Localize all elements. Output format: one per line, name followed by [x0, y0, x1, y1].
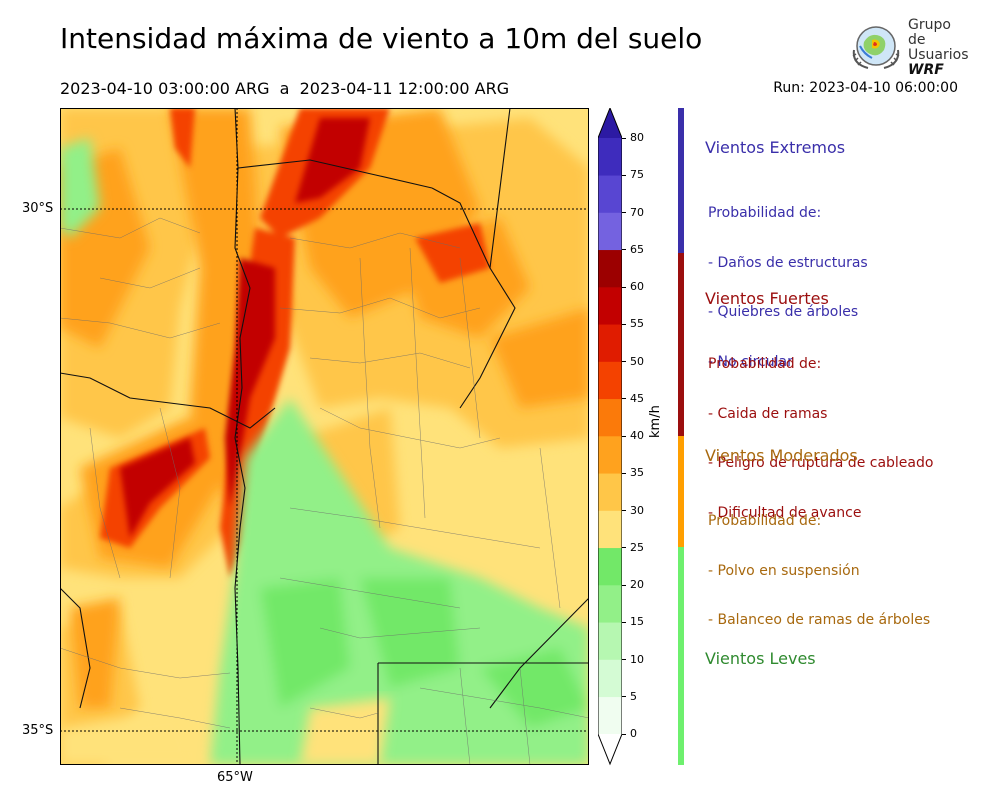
colorbar-segment — [598, 473, 622, 511]
category-line: - Polvo en suspensión — [708, 562, 860, 579]
colorbar-tick-mark — [622, 286, 626, 288]
category-lines-fuertes: Probabilidad de: - Caida de ramas - Peli… — [708, 323, 933, 538]
colorbar-tick-mark — [622, 323, 626, 325]
colorbar-tick-mark — [622, 696, 626, 698]
category-strip-fuertes — [678, 253, 684, 436]
category-lines-extremos: Probabilidad de: - Daños de estructuras … — [708, 172, 868, 387]
colorbar-tick-mark — [622, 510, 626, 511]
colorbar-segment — [598, 547, 622, 586]
category-line: Probabilidad de: — [708, 513, 822, 529]
category-strip-moderados — [678, 436, 684, 547]
colorbar-segment — [598, 324, 622, 362]
department-borders — [60, 217, 589, 765]
colorbar-tick-mark — [622, 621, 626, 623]
colorbar-tick-label: 5 — [630, 689, 637, 703]
colorbar-tick-label: 0 — [630, 727, 637, 740]
category-line: Probabilidad de: — [708, 356, 822, 372]
colorbar-tick-label: 80 — [630, 131, 644, 144]
colorbar-tick-mark — [622, 212, 626, 213]
category-strip-extremos — [678, 108, 684, 253]
colorbar-tick-label: 35 — [630, 466, 644, 480]
category-title-leves: Vientos Leves — [705, 649, 816, 668]
grupo-usuarios-wrf-logo: Grupo de Usuarios WRF — [850, 18, 970, 78]
colorbar-segment — [598, 249, 622, 288]
logo-line-1: Grupo de — [908, 17, 951, 48]
category-line: - Quiebres de árboles — [708, 304, 859, 320]
category-line: - Dificultad de avance — [708, 504, 862, 521]
colorbar-tick-label: 45 — [630, 391, 644, 405]
colorbar-segments — [598, 108, 622, 766]
logo-text: Grupo de Usuarios WRF — [908, 18, 970, 78]
graticule — [60, 108, 589, 765]
logo-line-2: Usuarios — [908, 47, 969, 63]
category-line: Probabilidad de: — [708, 205, 822, 221]
map-title: Intensidad máxima de viento a 10m del su… — [60, 22, 703, 55]
colorbar-tick-mark — [622, 659, 626, 660]
colorbar-tick-label: 40 — [630, 429, 644, 442]
colorbar-tick-mark — [622, 174, 626, 176]
colorbar-segment — [598, 622, 622, 660]
colorbar-tick-label: 25 — [630, 540, 644, 554]
category-title-fuertes: Vientos Fuertes — [705, 289, 829, 308]
lat-label-30s: 30°S — [22, 201, 54, 216]
colorbar-tick-mark — [622, 249, 626, 251]
category-line: - Peligro de ruptura de cableado — [708, 455, 934, 471]
colorbar-segment — [598, 361, 622, 400]
wrf-globe-logo-icon — [852, 26, 900, 69]
category-strip-leves — [678, 547, 684, 765]
wind-intensity-map — [60, 108, 589, 765]
colorbar-segment — [598, 398, 622, 437]
colorbar-tick-mark — [622, 733, 626, 735]
colorbar-tick-mark — [622, 398, 626, 400]
category-title-moderados: Vientos Moderados — [705, 446, 858, 465]
colorbar-tick-label: 70 — [630, 205, 644, 219]
category-line: - No circular — [708, 353, 793, 370]
model-run-time: Run: 2023-04-10 06:00:00 — [773, 80, 958, 96]
colorbar-tick-label: 20 — [630, 578, 644, 591]
category-line: - Balanceo de ramas de árboles — [708, 612, 931, 628]
colorbar-tick-mark — [622, 472, 626, 474]
colorbar-tick-label: 55 — [630, 317, 644, 331]
colorbar-tick-label: 10 — [630, 652, 644, 666]
colorbar-tick-mark — [622, 361, 626, 362]
colorbar-tick-label: 50 — [630, 354, 644, 368]
colorbar-tick-label: 30 — [630, 503, 644, 517]
colorbar-segment — [598, 212, 622, 251]
colorbar-segment — [598, 436, 622, 474]
colorbar-tick-label: 65 — [630, 242, 644, 256]
colorbar-tick-mark — [622, 137, 626, 139]
category-lines-moderados: Probabilidad de: - Polvo en suspensión -… — [708, 480, 930, 645]
colorbar-segment — [598, 659, 622, 698]
colorbar-extend-bottom — [598, 734, 622, 764]
colorbar-tick-label: 15 — [630, 615, 644, 629]
colorbar-tick-label: 75 — [630, 168, 644, 182]
category-line: - Caida de ramas — [708, 405, 828, 422]
category-line: - Daños de estructuras — [708, 254, 868, 271]
lon-label-65w: 65°W — [217, 770, 253, 785]
colorbar-unit-label: km/h — [648, 405, 663, 438]
category-title-extremos: Vientos Extremos — [705, 138, 846, 157]
lat-label-35s: 35°S — [22, 723, 54, 738]
colorbar-tick-label: 60 — [630, 280, 644, 293]
wind-field-green — [60, 138, 589, 765]
colorbar-segment — [598, 287, 622, 325]
colorbar-tick-mark — [622, 584, 626, 586]
colorbar-tick-mark — [622, 435, 626, 437]
wind-colorbar — [598, 108, 622, 766]
colorbar-segment — [598, 696, 622, 735]
colorbar-extend-top — [598, 108, 622, 138]
colorbar-segment — [598, 138, 622, 176]
map-frame — [60, 108, 589, 765]
forecast-period: 2023-04-10 03:00:00 ARG a 2023-04-11 12:… — [60, 79, 510, 98]
colorbar-segment — [598, 585, 622, 623]
logo-line-3: WRF — [908, 62, 944, 78]
colorbar-segment — [598, 175, 622, 213]
colorbar-tick-mark — [622, 547, 626, 549]
colorbar-segment — [598, 510, 622, 549]
